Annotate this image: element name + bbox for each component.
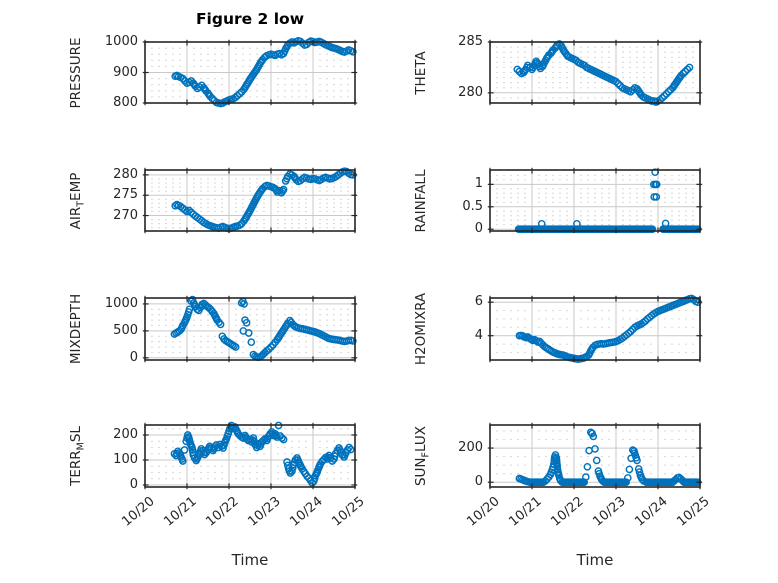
plot-area-theta	[487, 39, 703, 106]
axes-box	[144, 297, 356, 361]
y-tick-label: 500	[113, 322, 138, 338]
y-tick-label: 1000	[104, 295, 138, 311]
plot-area-terr_msl	[142, 421, 358, 490]
y-axis-label-terr_msl: TERRMSL	[68, 426, 87, 486]
axes-box	[489, 169, 701, 232]
axes-box	[489, 41, 701, 104]
y-tick-label: 275	[113, 187, 138, 203]
subplot-air_temp	[142, 167, 358, 234]
y-tick-label: 6	[474, 294, 483, 310]
x-tick-label: 10/20	[464, 494, 503, 530]
y-tick-label: 900	[113, 64, 138, 80]
subplot-mixdepth	[142, 295, 358, 363]
y-tick-label: 0	[129, 349, 138, 365]
subplot-pressure	[142, 36, 358, 108]
x-tick-label: 10/24	[632, 494, 671, 530]
plot-area-h2omixra	[487, 294, 703, 364]
plot-area-pressure	[142, 36, 358, 108]
y-axis-label-sun_flux: SUNFLUX	[413, 426, 432, 487]
major-grid	[145, 298, 355, 360]
y-tick-label: 800	[113, 95, 138, 110]
figure-title: Figure 2 low	[195, 10, 305, 28]
data-markers	[514, 168, 702, 234]
x-tick-label: 10/21	[161, 494, 200, 530]
x-tick-label: 10/20	[119, 494, 158, 530]
axes-box	[144, 41, 356, 104]
y-tick-label: 0	[129, 477, 138, 492]
minor-grid	[151, 308, 349, 354]
data-markers	[170, 295, 357, 362]
subplot-rainfall	[487, 167, 703, 234]
y-tick-label: 0.5	[462, 198, 483, 214]
x-tick-label: 10/25	[329, 494, 368, 530]
x-tick-label: 10/23	[590, 494, 629, 530]
x-tick-label: 10/22	[548, 494, 587, 530]
y-tick-label: 280	[113, 166, 138, 182]
y-tick-label: 270	[113, 207, 138, 223]
data-markers	[170, 421, 355, 487]
y-tick-label: 1000	[104, 34, 138, 49]
data-markers	[171, 167, 357, 233]
y-tick-label: 0	[474, 221, 483, 237]
axes-ticks	[487, 167, 703, 234]
x-tick-label: 10/24	[287, 494, 326, 530]
subplot-sun_flux	[487, 422, 703, 490]
y-tick-label: 100	[113, 452, 138, 467]
y-tick-label: 200	[113, 427, 138, 442]
axes-box	[144, 169, 356, 232]
minor-grid	[496, 174, 694, 226]
data-markers	[171, 36, 357, 108]
x-tick-label: 10/25	[674, 494, 713, 530]
x-tick-label: 10/21	[506, 494, 545, 530]
subplot-h2omixra	[487, 294, 703, 364]
y-tick-label: 4	[474, 327, 483, 343]
plot-area-air_temp	[142, 167, 358, 234]
y-tick-label: 200	[458, 440, 483, 456]
subplot-terr_msl	[142, 421, 358, 490]
data-markers	[515, 294, 702, 364]
y-tick-label: 280	[458, 84, 483, 100]
plot-area-rainfall	[487, 167, 703, 234]
axes-box	[489, 424, 701, 488]
x-tick-label: 10/22	[203, 494, 242, 530]
x-axis-label-left: Time	[231, 551, 269, 569]
y-tick-label: 1	[474, 176, 483, 192]
axes-box	[144, 424, 356, 488]
y-tick-label: 285	[458, 34, 483, 49]
subplot-theta	[487, 39, 703, 106]
y-tick-label: 0	[474, 474, 483, 490]
x-tick-label: 10/23	[245, 494, 284, 530]
axes-box	[489, 297, 701, 361]
plot-area-sun_flux	[487, 422, 703, 490]
data-markers	[515, 428, 702, 487]
x-axis-label-right: Time	[576, 551, 614, 569]
plot-area-mixdepth	[142, 295, 358, 363]
data-markers	[513, 40, 694, 106]
minor-grid	[151, 428, 349, 480]
